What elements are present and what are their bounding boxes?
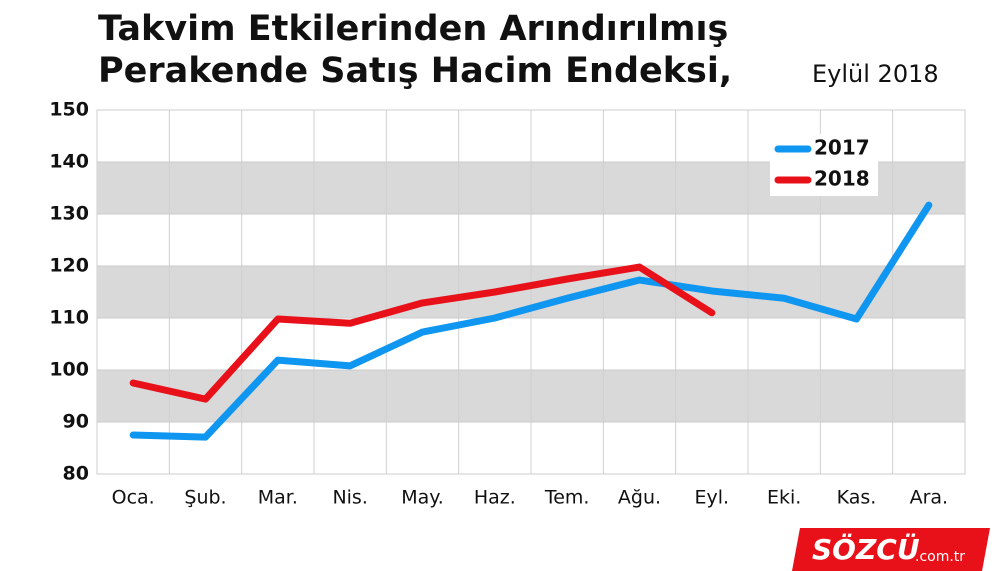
- x-tick-label: Mar.: [258, 487, 298, 509]
- logo-text: SÖZCÜ: [812, 532, 920, 566]
- x-tick-label: Eyl.: [695, 487, 730, 509]
- y-tick-label: 90: [63, 411, 89, 433]
- y-tick-label: 150: [49, 99, 89, 121]
- chart-subtitle: Eylül 2018: [812, 60, 939, 88]
- legend-label: 2018: [814, 167, 870, 191]
- logo-suffix: .com.tr: [915, 549, 965, 565]
- logo: SÖZCÜ .com.tr: [792, 528, 990, 571]
- logo-background: [792, 528, 990, 571]
- series-line: [129, 201, 933, 441]
- y-tick-label: 140: [49, 151, 89, 173]
- x-tick-label: Ara.: [910, 487, 949, 509]
- x-tick-label: May.: [401, 487, 444, 509]
- y-tick-label: 120: [49, 255, 89, 277]
- x-tick-label: Nis.: [332, 487, 367, 509]
- chart-title: Takvim Etkilerinden Arındırılmış: [98, 9, 728, 49]
- legend-label: 2017: [814, 136, 870, 160]
- y-tick-label: 80: [63, 463, 89, 485]
- chart-title: Perakende Satış Hacim Endeksi,: [98, 51, 732, 91]
- y-tick-label: 100: [49, 359, 89, 381]
- x-tick-label: Tem.: [544, 487, 590, 509]
- x-tick-label: Oca.: [112, 487, 155, 509]
- x-tick-label: Haz.: [474, 487, 516, 509]
- x-tick-label: Ağu.: [618, 487, 661, 509]
- x-tick-label: Eki.: [767, 487, 801, 509]
- y-tick-label: 110: [49, 307, 89, 329]
- x-tick-label: Şub.: [184, 487, 226, 509]
- legend-box: [770, 134, 878, 196]
- series-line: [129, 263, 716, 403]
- x-tick-label: Kas.: [837, 487, 877, 509]
- y-tick-label: 130: [49, 203, 89, 225]
